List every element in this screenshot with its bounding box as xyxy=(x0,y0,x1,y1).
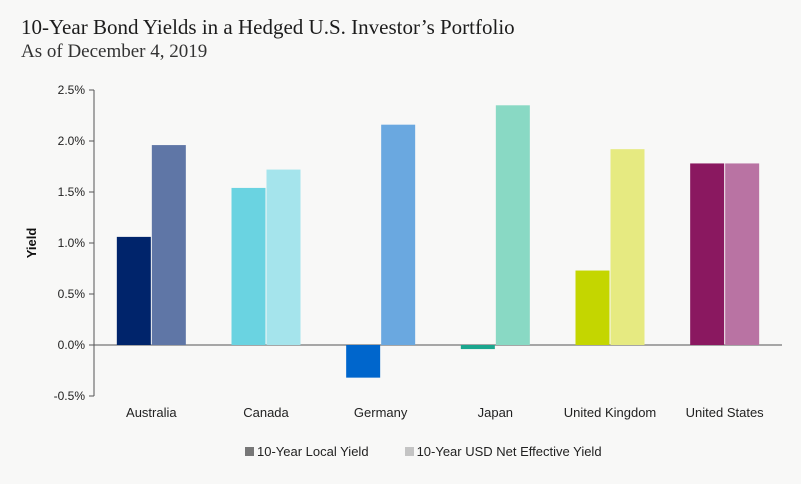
chart-bars xyxy=(116,105,760,378)
bar-united-kingdom-usd-net-yield xyxy=(610,149,645,345)
bar-germany-local-yield xyxy=(346,345,381,378)
legend-item-local-yield: 10-Year Local Yield xyxy=(245,444,369,459)
y-tick-label: 1.0% xyxy=(58,236,86,250)
bar-australia-local-yield xyxy=(116,236,151,345)
bar-japan-usd-net-yield xyxy=(495,105,530,345)
x-tick-label-united-states: United States xyxy=(686,405,765,420)
legend-label-local-yield: 10-Year Local Yield xyxy=(257,444,369,459)
x-tick-label-australia: Australia xyxy=(126,405,177,420)
bar-germany-usd-net-yield xyxy=(381,124,416,346)
bar-canada-local-yield xyxy=(231,187,266,345)
y-tick-label: 0.5% xyxy=(58,287,86,301)
chart-subtitle: As of December 4, 2019 xyxy=(21,41,208,62)
legend-swatch-usd-net-yield xyxy=(404,447,414,456)
bar-united-states-local-yield xyxy=(690,163,725,345)
x-tick-label-japan: Japan xyxy=(478,405,513,420)
bar-canada-usd-net-yield xyxy=(266,169,301,345)
bar-united-states-usd-net-yield xyxy=(725,163,760,345)
y-tick-label: 0.0% xyxy=(58,338,86,352)
y-tick-label: 1.5% xyxy=(58,185,86,199)
x-tick-label-united-kingdom: United Kingdom xyxy=(564,405,657,420)
y-axis-label: Yield xyxy=(24,228,39,259)
x-tick-label-germany: Germany xyxy=(354,405,408,420)
bar-japan-local-yield xyxy=(460,345,495,350)
y-tick-label: 2.0% xyxy=(58,134,86,148)
legend-swatch-local-yield xyxy=(245,447,254,456)
bar-australia-usd-net-yield xyxy=(151,145,186,345)
legend: 10-Year Local Yield 10-Year USD Net Effe… xyxy=(245,444,638,459)
chart-title: 10-Year Bond Yields in a Hedged U.S. Inv… xyxy=(21,15,515,39)
y-tick-label: 2.5% xyxy=(58,83,86,97)
y-tick-label: -0.5% xyxy=(54,389,86,403)
bar-united-kingdom-local-yield xyxy=(575,270,610,345)
chart-axes: -0.5% 0.0% 0.5% 1.0% 1.5% 2.0% 2.5% Australia Ca… xyxy=(54,83,782,420)
x-tick-label-canada: Canada xyxy=(243,405,289,420)
legend-item-usd-net-yield: 10-Year USD Net Effective Yield xyxy=(404,444,602,459)
legend-label-usd-net-yield: 10-Year USD Net Effective Yield xyxy=(416,444,602,459)
